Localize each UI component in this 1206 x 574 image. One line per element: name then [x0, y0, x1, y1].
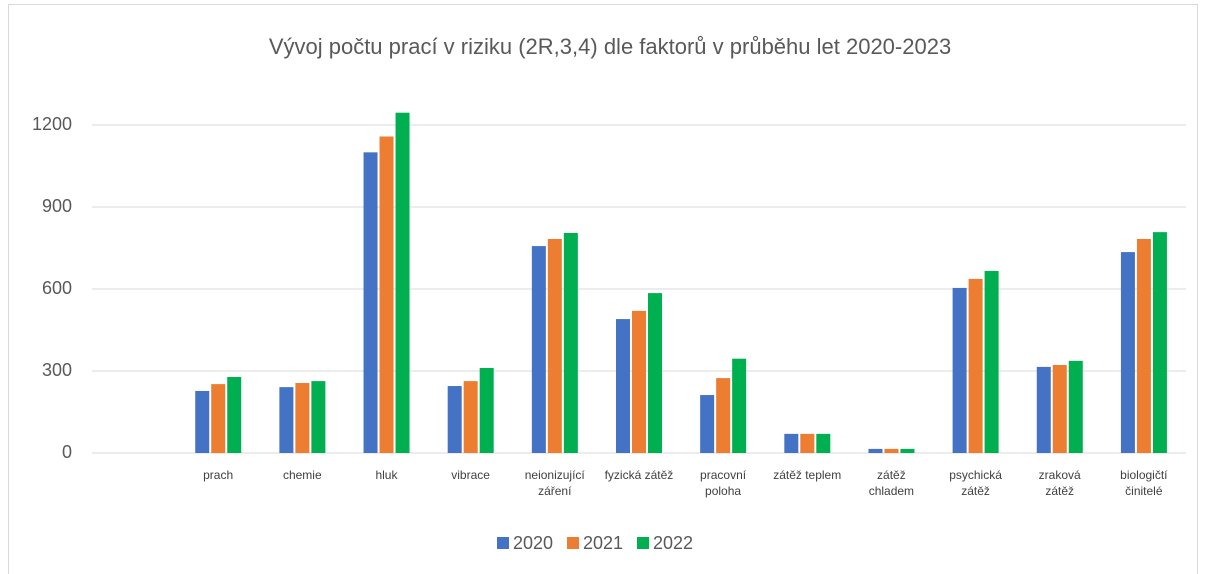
bar — [1136, 238, 1151, 453]
bar — [700, 395, 715, 453]
bar — [279, 387, 294, 453]
bar — [716, 378, 731, 453]
bar — [363, 152, 378, 454]
legend-swatch — [567, 537, 579, 549]
bar — [195, 390, 210, 453]
bar — [884, 448, 899, 453]
bar — [1068, 360, 1083, 453]
bar — [648, 293, 662, 453]
bar — [1052, 364, 1067, 453]
x-tick-label: hluk — [375, 468, 398, 482]
bar — [563, 232, 578, 453]
bar — [547, 238, 562, 453]
bar — [1152, 232, 1167, 453]
legend-label: 2022 — [653, 533, 693, 553]
bar — [227, 377, 242, 453]
x-tick-label: neionizující záření — [524, 468, 585, 498]
bar — [616, 319, 630, 453]
bar — [1120, 252, 1135, 453]
x-tick-label: chemie — [282, 468, 322, 482]
bar — [463, 381, 478, 453]
bar — [395, 112, 410, 453]
y-tick-label: 300 — [42, 360, 72, 380]
x-tick-label: psychická zátěž — [949, 468, 1002, 498]
bar — [632, 310, 646, 453]
y-tick-label: 0 — [62, 442, 72, 462]
x-tick-label: pracovní poloha — [700, 468, 747, 498]
bar — [531, 246, 546, 453]
bar — [447, 386, 462, 453]
chart-title: Vývoj počtu prací v riziku (2R,3,4) dle … — [269, 34, 951, 59]
bar — [311, 381, 326, 453]
legend-swatch — [497, 537, 509, 549]
bar — [800, 433, 815, 453]
x-tick-label: biologičtí činitelé — [1120, 468, 1168, 498]
x-tick-label: zátěž teplem — [773, 468, 842, 482]
legend-swatch — [637, 537, 649, 549]
x-tick-label: vibrace — [451, 468, 490, 482]
x-tick-label: zraková zátěž — [1038, 468, 1081, 498]
bar — [868, 448, 883, 453]
bar — [379, 136, 394, 454]
y-tick-label: 600 — [42, 278, 72, 298]
bar — [211, 384, 226, 453]
y-tick-label: 900 — [42, 196, 72, 216]
bar — [784, 433, 799, 453]
bar — [900, 448, 915, 453]
bar — [816, 433, 831, 453]
bar — [952, 287, 967, 453]
x-tick-label: zátěž chladem — [868, 468, 915, 498]
bar — [984, 270, 999, 453]
bar — [295, 383, 310, 453]
x-tick-label: prach — [203, 468, 234, 482]
x-tick-label: fyzická zátěž — [604, 468, 674, 482]
chart-frame — [8, 4, 1198, 574]
bar — [479, 367, 494, 453]
y-tick-label: 1200 — [32, 114, 72, 134]
bar — [968, 278, 983, 453]
legend-label: 2021 — [583, 533, 623, 553]
bar — [732, 358, 747, 453]
bar — [1036, 366, 1051, 453]
legend-label: 2020 — [513, 533, 553, 553]
